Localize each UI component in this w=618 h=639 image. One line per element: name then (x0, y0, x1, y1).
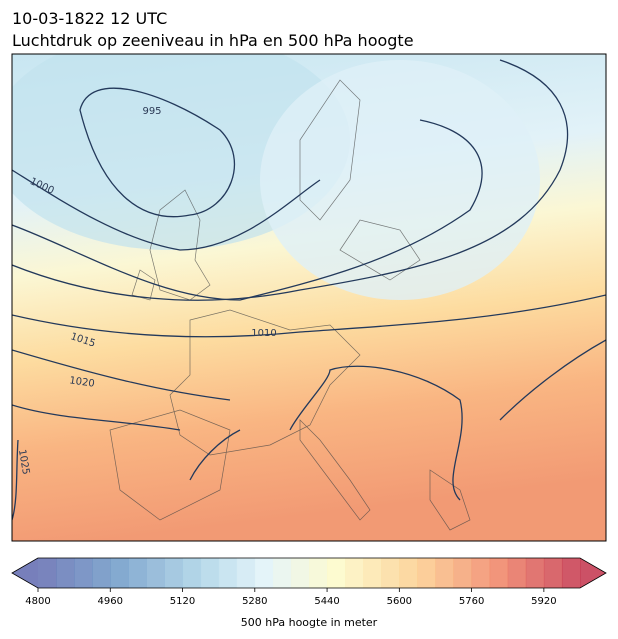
colorbar-segment (399, 558, 418, 588)
colorbar-segment (272, 558, 292, 588)
colorbar-segment (561, 558, 581, 588)
colorbar-segment (435, 558, 455, 588)
colorbar-segment (525, 558, 545, 588)
colorbar-segment (507, 558, 527, 588)
colorbar-segment (164, 558, 184, 588)
colorbar-segment (309, 558, 328, 588)
colorbar-segment (345, 558, 364, 588)
colorbar-segment (453, 558, 473, 588)
colorbar-tick-label: 4800 (25, 596, 50, 607)
colorbar-segment (417, 558, 436, 588)
colorbar-segment (110, 558, 129, 588)
colorbar-tick-label: 4960 (98, 596, 123, 607)
colorbar-segment (56, 558, 75, 588)
colorbar-tick-label: 5600 (387, 596, 412, 607)
contour-label: 1020 (69, 375, 96, 389)
colorbar-extend-high (580, 558, 606, 588)
map-frame (11, 53, 607, 542)
colorbar: 4800 4960 5120 5280 5440 5600 5760 5920 500 hPa … (11, 557, 607, 629)
colorbar-segment (236, 558, 256, 588)
colorbar-segment (254, 558, 274, 588)
colorbar-segment (146, 558, 165, 588)
colorbar-segment (381, 558, 400, 588)
colorbar-segment (182, 558, 202, 588)
colorbar-segment (327, 558, 346, 588)
isobars (12, 59, 606, 521)
colorbar-label: 500 hPa hoogte in meter (241, 616, 378, 629)
colorbar-extend-low (12, 558, 38, 588)
colorbar-tick-label: 5760 (459, 596, 484, 607)
colorbar-tick-label: 5280 (242, 596, 267, 607)
colorbar-tick-label: 5440 (314, 596, 339, 607)
contour-label: 995 (142, 106, 161, 117)
colorbar-segment (200, 558, 220, 588)
colorbar-outline (11, 557, 607, 589)
map-date: 10-03-1822 12 UTC (12, 9, 167, 28)
colorbar-segment (471, 558, 491, 588)
map-area (12, 54, 606, 541)
colorbar-segment (489, 558, 509, 588)
colorbar-segment (290, 558, 310, 588)
colorbar-segment (38, 558, 57, 588)
colorbar-segment (218, 558, 238, 588)
colorbar-segment (543, 558, 563, 588)
colorbar-segment (363, 558, 382, 588)
colorbar-segment (128, 558, 147, 588)
map-title: Luchtdruk op zeeniveau in hPa en 500 hPa… (12, 31, 414, 50)
colorbar-segment (92, 558, 111, 588)
contour-label: 1010 (251, 328, 276, 339)
colorbar-tick-label: 5120 (170, 596, 195, 607)
colorbar-segment (74, 558, 93, 588)
colorbar-tick-label: 5920 (531, 596, 556, 607)
contour-label: 1025 (16, 449, 31, 476)
